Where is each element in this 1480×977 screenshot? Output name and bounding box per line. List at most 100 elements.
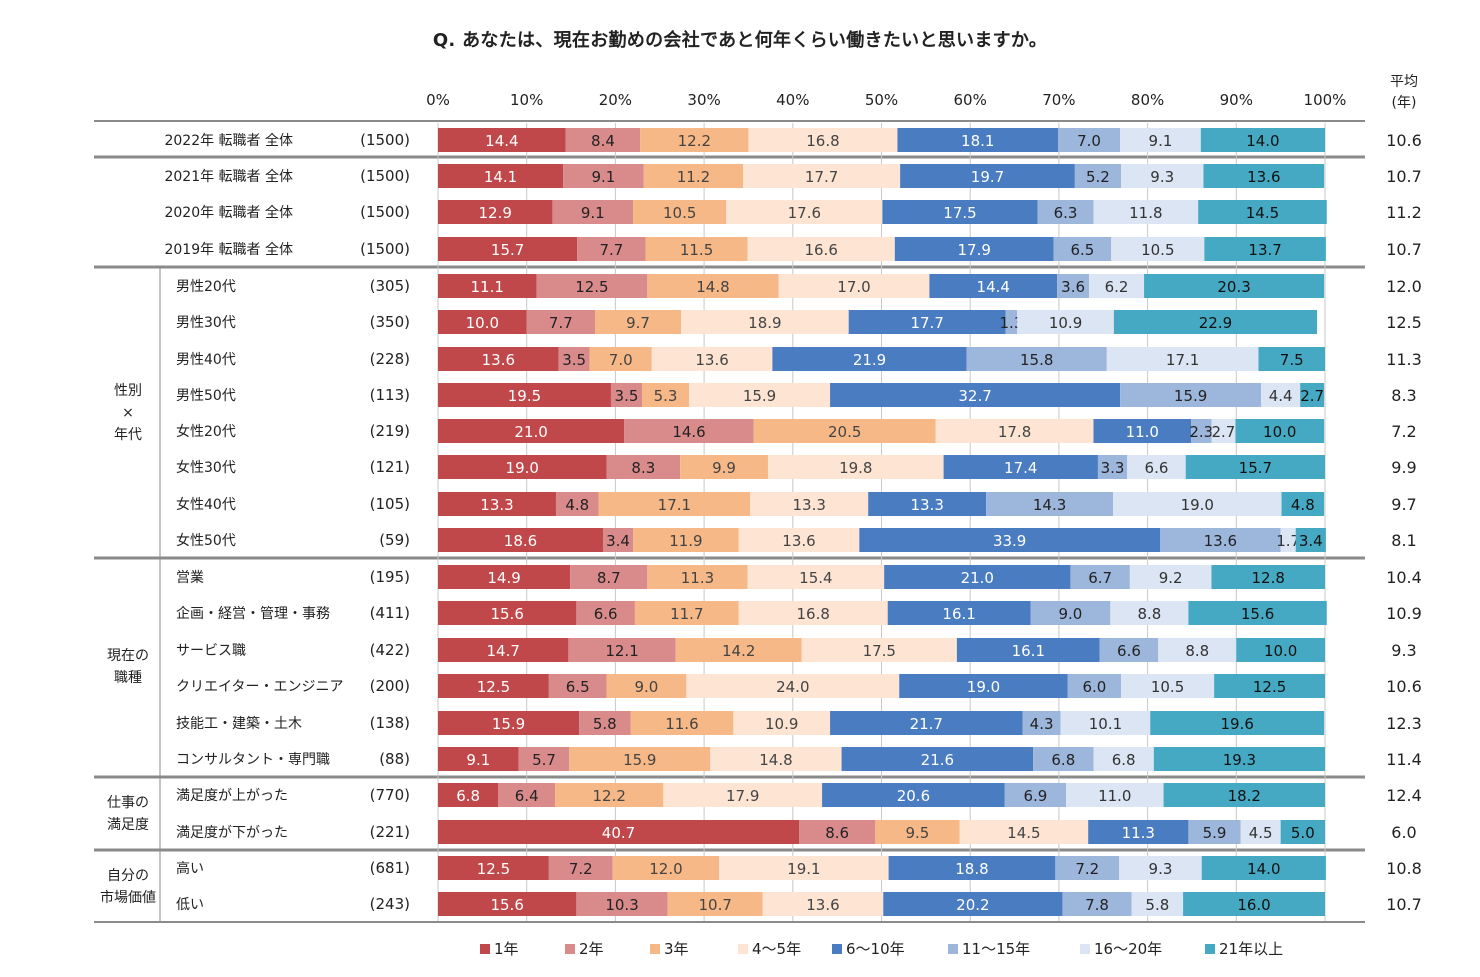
average-unit: (年) (1392, 95, 1417, 111)
bar-segment (612, 856, 720, 880)
bar-value-label: 13.6 (1204, 532, 1237, 550)
legend-label: 1年 (494, 940, 519, 958)
bar-value-label: 6.6 (594, 605, 618, 623)
bar-segment (438, 492, 556, 516)
bar-value-label: 19.6 (1220, 715, 1253, 733)
bar-value-label: 10.5 (663, 204, 696, 222)
bar-segment (1057, 274, 1090, 298)
bar-segment (1088, 820, 1189, 844)
bar-value-label: 14.5 (1007, 824, 1040, 842)
row-sample-size: (200) (370, 677, 410, 695)
bar-segment (570, 565, 648, 589)
bar-value-label: 16.1 (1012, 642, 1045, 660)
bar-value-label: 12.5 (1253, 678, 1286, 696)
row-average: 9.9 (1391, 458, 1416, 477)
bar-value-label: 22.9 (1199, 314, 1232, 332)
bar-value-label: 20.2 (956, 896, 989, 914)
bar-value-label: 12.5 (477, 860, 510, 878)
row-average: 11.2 (1386, 203, 1422, 222)
bar-value-label: 16.8 (796, 605, 829, 623)
group-label: 性別 (114, 383, 142, 399)
legend-swatch (1080, 944, 1090, 954)
bar-value-label: 17.8 (998, 423, 1031, 441)
bar-segment (536, 274, 648, 298)
bar-segment (565, 128, 641, 152)
bar-segment (563, 164, 644, 188)
bar-value-label: 14.8 (759, 751, 792, 769)
bar-value-label: 5.3 (654, 387, 678, 405)
bar-value-label: 17.7 (910, 314, 943, 332)
bar-value-label: 11.0 (1126, 423, 1159, 441)
bar-segment (663, 783, 823, 807)
bar-value-label: 6.8 (456, 787, 480, 805)
bar-value-label: 9.0 (1059, 605, 1083, 623)
bar-segment (719, 856, 889, 880)
bar-segment (1163, 783, 1325, 807)
bar-segment (1240, 820, 1281, 844)
bar-value-label: 6.3 (1054, 204, 1078, 222)
bar-segment (841, 747, 1034, 771)
row-sample-size: (228) (370, 350, 410, 368)
bar-segment (647, 274, 779, 298)
bar-segment (438, 310, 527, 334)
legend-swatch (650, 944, 660, 954)
bar-segment (634, 601, 739, 625)
bar-value-label: 13.6 (1247, 168, 1280, 186)
bar-segment (1110, 601, 1189, 625)
bar-value-label: 13.3 (480, 496, 513, 514)
bar-segment (883, 892, 1063, 916)
bar-segment (630, 711, 734, 735)
group-label: 満足度 (107, 817, 149, 833)
bar-value-label: 2.7 (1212, 423, 1236, 441)
bar-value-label: 11.9 (669, 532, 702, 550)
bar-value-label: 3.5 (562, 351, 586, 369)
bar-value-label: 17.5 (943, 204, 976, 222)
row-average: 8.1 (1391, 531, 1416, 550)
bar-value-label: 17.7 (805, 168, 838, 186)
bar-segment (848, 310, 1006, 334)
bar-value-label: 11.6 (665, 715, 698, 733)
bar-value-label: 10.0 (1263, 423, 1296, 441)
bar-value-label: 13.6 (695, 351, 728, 369)
bar-value-label: 14.4 (485, 132, 518, 150)
row-sample-size: (221) (370, 823, 410, 841)
bar-segment (1022, 711, 1061, 735)
bar-segment (438, 783, 499, 807)
row-label: コンサルタント・専門職 (176, 752, 330, 768)
bar-value-label: 11.0 (1098, 787, 1131, 805)
bar-value-label: 15.9 (1174, 387, 1207, 405)
x-tick-label: 70% (1042, 91, 1075, 109)
bar-value-label: 9.1 (466, 751, 490, 769)
row-average: 6.0 (1391, 823, 1416, 842)
bar-segment (498, 783, 556, 807)
bar-value-label: 19.1 (787, 860, 820, 878)
bar-value-label: 15.9 (492, 715, 525, 733)
bar-segment (1281, 492, 1325, 516)
bar-segment (750, 492, 869, 516)
bar-value-label: 17.9 (726, 787, 759, 805)
group-label: × (122, 405, 134, 421)
bar-value-label: 10.0 (1264, 642, 1297, 660)
bar-segment (438, 347, 559, 371)
bar-segment (743, 164, 901, 188)
bar-segment (767, 455, 944, 479)
bar-value-label: 14.9 (487, 569, 520, 587)
bar-value-label: 7.2 (1075, 860, 1099, 878)
bar-segment (1188, 820, 1241, 844)
bar-segment (1070, 565, 1130, 589)
bar-value-label: 11.8 (1129, 204, 1162, 222)
bar-segment (1065, 783, 1164, 807)
bar-segment (753, 419, 936, 443)
legend-swatch (738, 944, 748, 954)
x-tick-label: 40% (776, 91, 809, 109)
bar-segment (1097, 455, 1128, 479)
bar-segment (986, 492, 1114, 516)
bar-value-label: 13.3 (793, 496, 826, 514)
row-label: サービス職 (176, 643, 246, 659)
bar-segment (899, 674, 1068, 698)
bar-segment (1093, 747, 1154, 771)
bar-segment (830, 383, 1121, 407)
bar-value-label: 3.4 (606, 532, 630, 550)
bar-segment (1204, 237, 1326, 261)
bar-value-label: 13.7 (1248, 241, 1281, 259)
